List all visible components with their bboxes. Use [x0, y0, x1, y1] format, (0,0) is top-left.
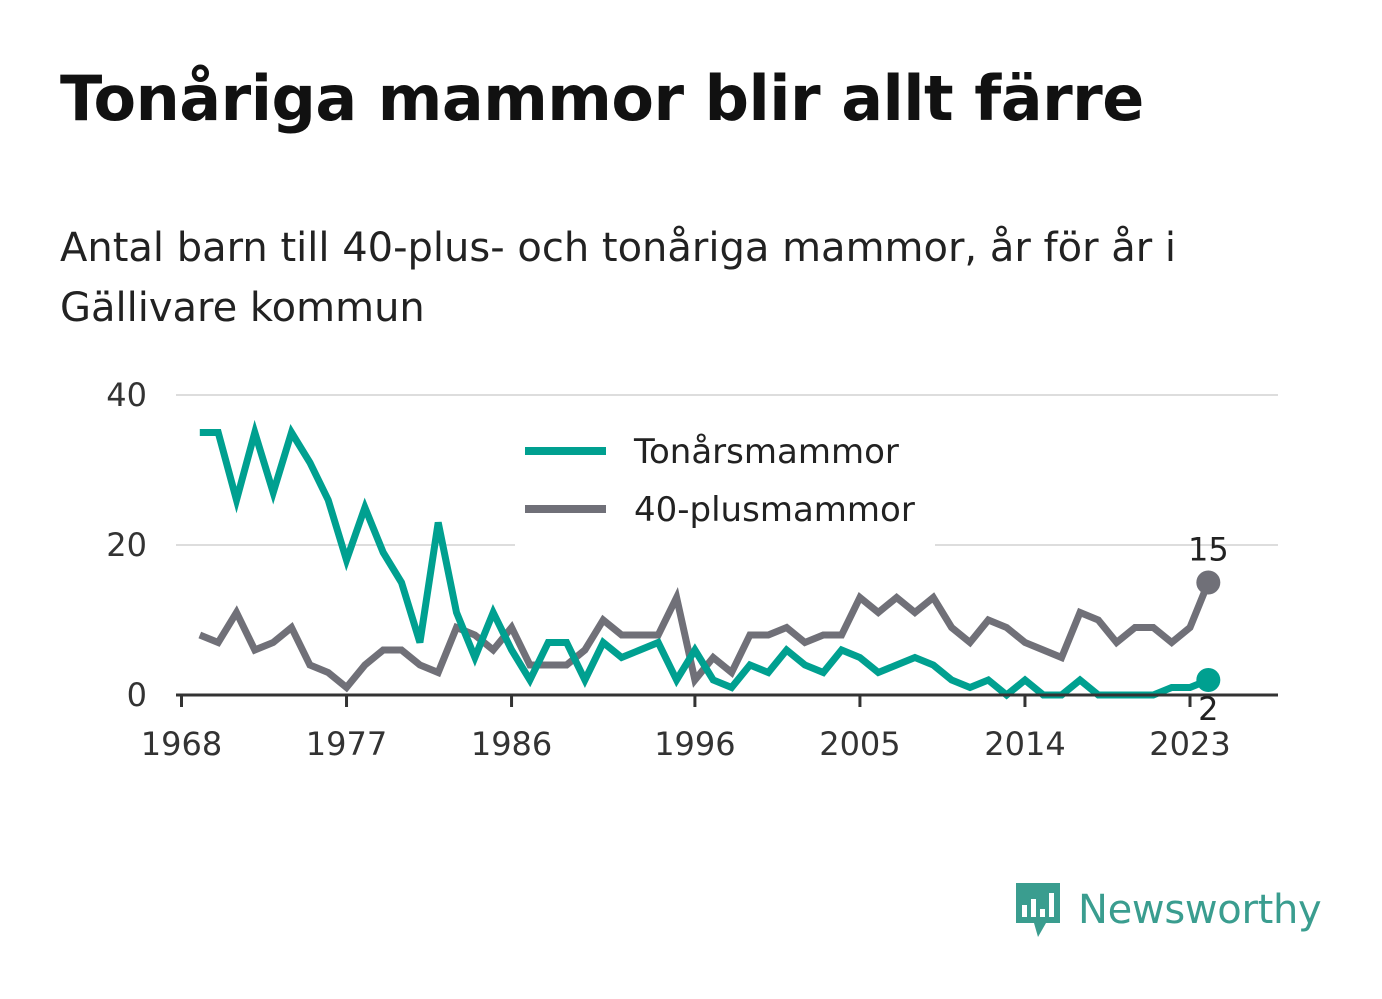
x-tick-label: 2014: [984, 725, 1065, 763]
newsworthy-logo-icon: [1016, 883, 1060, 937]
x-tick-label: 1968: [141, 725, 222, 763]
end-value-label: 2: [1198, 690, 1218, 728]
end-value-label: 15: [1188, 531, 1229, 569]
x-axis: 1968 1977 1986 1996 2005 2014 2023: [141, 693, 1278, 763]
chart-title: Tonåriga mammor blir allt färre: [60, 62, 1144, 135]
series-lines: [198, 419, 1212, 700]
series-line-tonarsmammor: [199, 419, 1210, 700]
legend-label-tonarsmammor: Tonårsmammor: [633, 432, 899, 472]
legend-background: [515, 422, 935, 546]
x-tick-label: 1977: [306, 725, 387, 763]
end-markers: 2 15: [1188, 531, 1229, 729]
y-tick-label: 0: [127, 676, 147, 714]
x-tick-label: 2023: [1149, 725, 1230, 763]
series-line-40-plusmammor: [198, 581, 1212, 693]
end-point-tonarsmammor: [1196, 668, 1221, 692]
brand: Newsworthy: [1012, 878, 1322, 942]
y-axis: 0 20 40: [106, 376, 147, 714]
end-point-40-plusmammor: [1196, 570, 1221, 595]
x-tick-label: 2005: [819, 725, 900, 763]
y-tick-label: 40: [106, 376, 147, 414]
chart-subtitle: Antal barn till 40-plus- och tonåriga ma…: [60, 225, 1177, 331]
legend: Tonårsmammor 40-plusmammor: [515, 422, 935, 546]
legend-label-40-plusmammor: 40-plusmammor: [634, 490, 915, 530]
y-tick-label: 20: [106, 526, 147, 564]
x-tick-label: 1996: [654, 725, 735, 763]
x-tick-label: 1986: [471, 725, 552, 763]
brand-name: Newsworthy: [1078, 887, 1322, 933]
